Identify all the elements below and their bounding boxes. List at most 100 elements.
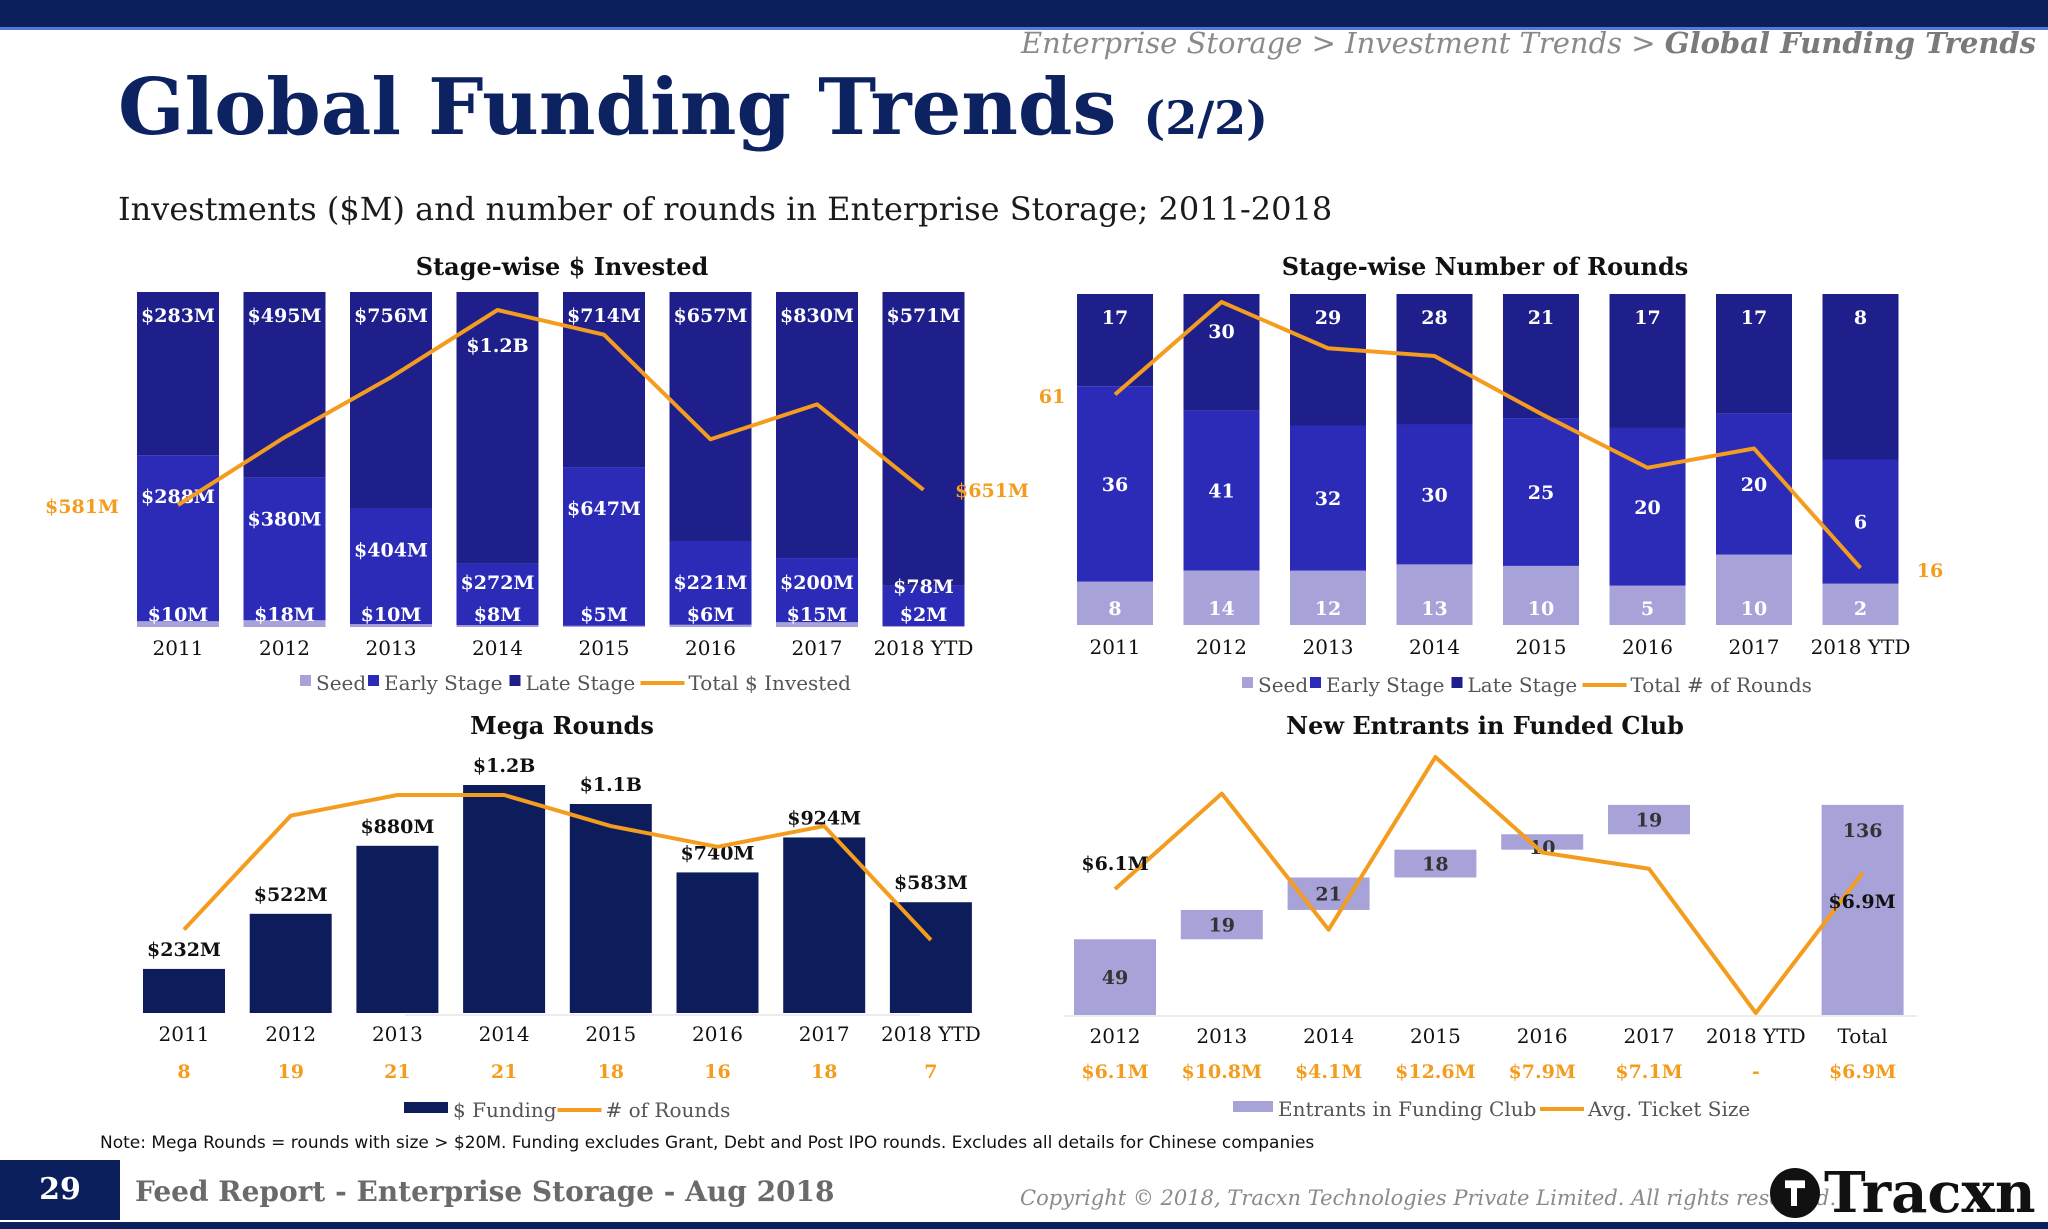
x-tick-label: 2012 [1196,635,1247,659]
x-tick-label: 2015 [1410,1024,1461,1048]
x-tick-label: 2012 [265,1022,316,1046]
bar-label-mega: $924M [787,807,861,829]
legend-swatch-early [368,675,379,686]
tracxn-logo-icon [1770,1168,1820,1219]
legend-label-early: Early Stage [384,671,502,695]
bar-label-late: 29 [1315,307,1341,329]
bar-early-2017 [776,558,858,623]
ticket-size-label: $7.1M [1615,1061,1682,1083]
bar-late-2014 [456,292,539,564]
legend-label-total: Total $ Invested [689,671,852,695]
bar-late-2015 [563,292,645,468]
bar-seed-2017 [776,622,858,627]
bar-label-late: $830M [780,305,854,327]
bar-late-2012 [243,292,326,478]
bar-label-early: 32 [1315,488,1341,510]
legend-swatch-funding [404,1102,448,1113]
bar-label-late: $756M [354,305,428,327]
bar-early-2018-YTD [882,585,965,626]
bar-seed-2013 [350,624,432,627]
breadcrumb-item-investment-trends[interactable]: Investment Trends [1345,26,1623,60]
bottom-bar [0,1222,2048,1229]
x-tick-label: 2017 [799,1022,850,1046]
bar-entrants-2017 [1608,804,1690,835]
line-label-total-last: 16 [1917,560,1943,582]
line-label-ticket-first: $6.1M [1081,853,1148,875]
bar-label-entrants: 136 [1843,820,1883,842]
legend-swatch-seed [300,675,311,686]
bar-label-early: 30 [1421,484,1447,506]
bar-early-2011 [137,455,219,622]
bar-late-2013 [1290,294,1366,426]
x-tick-label: 2014 [472,636,523,660]
x-tick-label: 2018 YTD [874,636,974,660]
legend-label-late: Late Stage [526,671,636,695]
bar-label-seed: 10 [1528,598,1554,620]
bar-label-early: 36 [1102,474,1128,496]
chart-title-stage-rounds: Stage-wise Number of Rounds [1281,252,1689,281]
bar-label-early: 20 [1634,497,1660,519]
legend-swatch-late [1451,677,1463,688]
bar-label-late: 17 [1741,307,1767,329]
bar-label-mega: $1.2B [473,755,535,777]
ticket-size-label: - [1752,1061,1760,1083]
rounds-label: 21 [491,1061,517,1083]
ticket-size-label: $7.9M [1509,1061,1576,1083]
x-tick-label: 2015 [1516,635,1567,659]
line-label-total-first: $581M [45,496,119,518]
bar-label-seed: 13 [1421,598,1447,620]
chart-title-stage-invested: Stage-wise $ Invested [415,252,709,281]
breadcrumb-separator: > [1622,26,1665,60]
breadcrumb-item-enterprise-storage[interactable]: Enterprise Storage [1021,26,1303,60]
rounds-label: 7 [924,1061,937,1083]
bar-label-entrants: 19 [1636,810,1662,832]
bar-mega-2017 [783,837,866,1013]
bar-early-2012 [1183,410,1260,571]
x-tick-label: 2014 [479,1022,530,1046]
x-tick-label: 2013 [366,636,417,660]
bar-label-seed: $15M [787,604,848,626]
bar-label-late: 21 [1528,307,1554,329]
x-tick-label: 2016 [1517,1024,1568,1048]
page-number: 29 [0,1160,120,1220]
bar-seed-2014 [1396,564,1473,625]
line-avg-ticket [1113,755,1865,1015]
bar-late-2017 [1716,294,1792,414]
legend-label-late: Late Stage [1468,673,1578,697]
bar-label-late: $495M [248,305,322,327]
bar-label-entrants: 18 [1422,854,1448,876]
bar-seed-2018-YTD [1822,583,1899,625]
bar-label-seed: $10M [148,604,209,626]
bar-label-seed: 8 [1108,598,1121,620]
bar-entrants-2012 [1074,939,1156,1015]
legend-swatch-late [509,675,521,686]
bar-label-mega: $880M [360,816,434,838]
chart-title-new-entrants: New Entrants in Funded Club [1286,711,1684,740]
bar-label-seed: 10 [1741,598,1767,620]
bar-seed-2018-YTD [882,625,965,627]
breadcrumb-separator: > [1302,26,1346,60]
x-tick-label: 2015 [579,636,630,660]
breadcrumb: Enterprise Storage > Investment Trends >… [1021,26,2036,60]
bar-label-late: 8 [1854,307,1867,329]
legend-swatch-seed [1242,677,1253,688]
footnote: Note: Mega Rounds = rounds with size > $… [100,1133,1315,1153]
x-tick-label: 2012 [259,636,310,660]
bar-label-seed: 14 [1208,598,1234,620]
page-title-suffix: (2/2) [1143,91,1268,145]
x-tick-label: 2018 YTD [881,1022,981,1046]
x-tick-label: 2011 [153,636,204,660]
x-tick-label: 2014 [1303,1024,1354,1048]
x-tick-label: 2014 [1409,635,1460,659]
bar-early-2012 [243,477,326,621]
x-tick-label: 2016 [1622,635,1673,659]
rounds-label: 21 [384,1061,410,1083]
bar-entrants-2013 [1180,909,1263,940]
bar-label-late: 28 [1421,307,1447,329]
line-total-invested [176,308,925,507]
ticket-size-label: $10.8M [1182,1061,1263,1083]
x-tick-label: 2017 [1729,635,1780,659]
bar-early-2013 [1290,425,1366,571]
page-title-text: Global Funding Trends [118,62,1117,153]
legend-swatch-entrants [1233,1101,1273,1112]
